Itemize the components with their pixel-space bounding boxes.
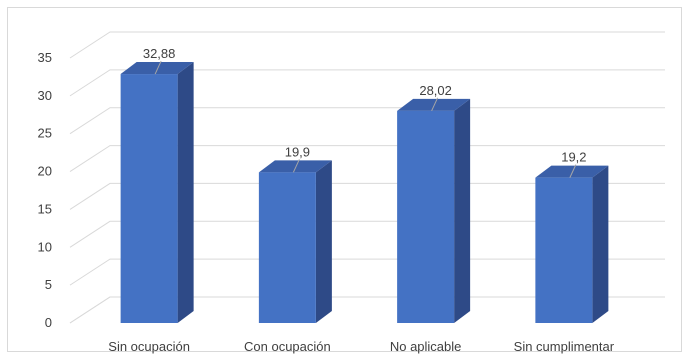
- y-tick-label: 20: [38, 164, 52, 179]
- x-tick-label: No aplicable: [390, 339, 462, 354]
- bar-top: [120, 62, 194, 75]
- gridline: [69, 182, 665, 210]
- y-tick-label: 5: [45, 277, 52, 292]
- data-label: 28,02: [419, 83, 452, 98]
- bar: 28,02: [397, 83, 471, 323]
- bar-front: [535, 177, 593, 323]
- bar-top: [397, 98, 471, 111]
- bar-top: [258, 160, 332, 173]
- bar: 32,88: [120, 46, 194, 324]
- x-tick-label: Sin cumplimentar: [514, 339, 615, 354]
- bar-side: [592, 165, 609, 323]
- gridline: [69, 107, 665, 135]
- gridline: [69, 145, 665, 172]
- data-label: 19,2: [561, 150, 586, 165]
- bar-front: [397, 110, 455, 323]
- x-tick-label: Sin ocupación: [108, 339, 190, 354]
- bar: 19,9: [258, 144, 332, 323]
- gridline: [69, 69, 665, 97]
- gridlines: [69, 31, 665, 324]
- bars: 32,88 19,9 28,02 19,2: [120, 46, 609, 324]
- bar-side: [454, 98, 471, 323]
- gridline: [69, 220, 665, 248]
- data-label-leader: [569, 164, 577, 178]
- y-tick-label: 35: [38, 50, 52, 65]
- bar: 19,2: [535, 150, 609, 323]
- bar-top: [535, 165, 609, 178]
- y-tick-label: 0: [45, 315, 52, 330]
- data-label-leader: [154, 60, 162, 75]
- x-tick-label: Con ocupación: [244, 339, 331, 354]
- bar-side: [177, 62, 194, 324]
- y-tick-label: 10: [38, 239, 52, 254]
- y-tick-label: 25: [38, 126, 52, 141]
- bar-front: [258, 172, 316, 323]
- y-tick-label: 30: [38, 88, 52, 103]
- y-axis-ticks: 0 5 10 15 20 25 30 35: [38, 50, 52, 330]
- data-label: 32,88: [143, 46, 176, 61]
- bar-side: [315, 160, 332, 323]
- gridline: [69, 258, 665, 286]
- bar-front: [120, 74, 178, 324]
- data-label-leader: [431, 97, 439, 112]
- data-label-leader: [292, 159, 300, 173]
- gridline: [69, 31, 665, 59]
- gridline: [69, 296, 665, 324]
- x-axis-ticks: Sin ocupación Con ocupación No aplicable Si…: [108, 339, 614, 354]
- data-label: 19,9: [285, 144, 310, 159]
- y-tick-label: 15: [38, 201, 52, 216]
